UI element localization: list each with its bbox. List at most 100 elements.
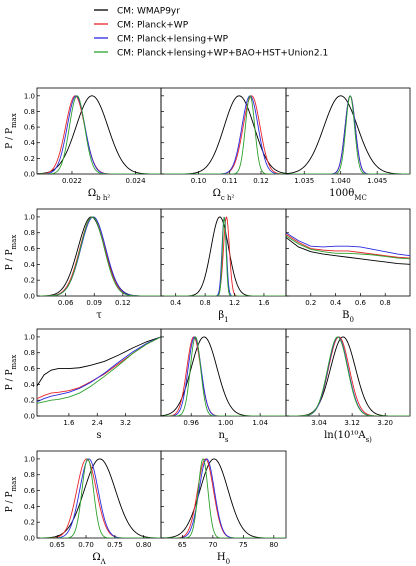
series-line-cm-planck-lensing-wp-bao-hst-union2-1 bbox=[286, 336, 410, 416]
y-tick-label: 0.8 bbox=[24, 108, 35, 116]
x-tick-label: 0.6 bbox=[355, 299, 367, 307]
x-tick-label: 80 bbox=[269, 541, 278, 549]
x-axis-label: s bbox=[96, 430, 101, 441]
series-line-cm-wmap9yr bbox=[37, 458, 161, 538]
series-line-cm-wmap9yr bbox=[161, 458, 286, 538]
x-tick-label: 0.80 bbox=[136, 541, 152, 549]
legend-label-cm-planck-lensing-wp: CM: Planck+lensing+WP bbox=[117, 35, 229, 45]
series-line-cm-wmap9yr bbox=[286, 237, 410, 265]
curves bbox=[286, 95, 410, 174]
x-axis-label: Ωb h² bbox=[88, 188, 111, 202]
series-line-cm-planck-lensing-wp-bao-hst-union2-1 bbox=[161, 458, 286, 538]
y-tick-label: 0.2 bbox=[24, 519, 35, 527]
y-tick-label: 0.6 bbox=[24, 124, 36, 132]
series-line-cm-planck-lensing-wp bbox=[37, 336, 161, 403]
x-tick-label: 0.11 bbox=[222, 177, 238, 185]
series-line-cm-wmap9yr bbox=[37, 336, 161, 387]
x-tick-label: 1.2 bbox=[229, 299, 240, 307]
x-axis-label: β1 bbox=[218, 310, 228, 324]
curves bbox=[161, 458, 286, 538]
panel-6: 0.2 0.4 0.6 0.8 B0 bbox=[285, 208, 411, 324]
y-tick-label: 1.0 bbox=[24, 213, 35, 221]
x-axis-label: B0 bbox=[342, 310, 354, 324]
y-tick-label: 0.0 bbox=[24, 535, 35, 543]
y-tick-label: 1.0 bbox=[24, 92, 35, 100]
x-axis-label: Ωc h² bbox=[213, 188, 235, 202]
x-tick-label: 1.040 bbox=[331, 177, 351, 185]
x-tick-label: 1.6 bbox=[63, 419, 75, 427]
curves bbox=[37, 95, 161, 174]
x-tick-label: 0.022 bbox=[62, 177, 82, 185]
x-tick-label: 1.035 bbox=[294, 177, 314, 185]
x-tick-label: 0.8 bbox=[380, 299, 391, 307]
y-tick-label: 0.2 bbox=[24, 155, 35, 163]
curves bbox=[286, 336, 410, 416]
series-line-cm-wmap9yr bbox=[161, 336, 286, 416]
y-axis-label: P / Pmax bbox=[5, 355, 18, 391]
series-line-cm-planck-lensing-wp bbox=[286, 232, 410, 257]
panel-7: 1.6 2.4 3.2 0.0 0.2 0.4 0.6 0.8 1.0 s P / Pmax bbox=[5, 328, 162, 441]
panel-frame bbox=[36, 208, 162, 297]
y-tick-label: 1.0 bbox=[24, 333, 35, 341]
x-tick-label: 75 bbox=[239, 541, 248, 549]
x-tick-label: 1.00 bbox=[218, 419, 234, 427]
x-tick-label: 3.2 bbox=[120, 419, 131, 427]
y-tick-label: 0.6 bbox=[24, 245, 36, 253]
series-line-cm-planck-lensing-wp-bao-hst-union2-1 bbox=[286, 95, 410, 174]
y-tick-label: 0.2 bbox=[24, 397, 35, 405]
y-axis-label: P / Pmax bbox=[5, 113, 18, 149]
x-tick-label: 0.2 bbox=[305, 299, 316, 307]
x-tick-label: 65 bbox=[178, 541, 187, 549]
series-line-cm-planck-lensing-wp bbox=[37, 95, 161, 174]
x-axis-label: ΩΛ bbox=[92, 552, 106, 566]
panel-9: 3.04 3.12 3.20 ln(10¹⁰As) bbox=[285, 328, 411, 444]
series-line-cm-planck-lensing-wp-bao-hst-union2-1 bbox=[37, 95, 161, 174]
panel-4: 0.06 0.09 0.12 0.0 0.2 0.4 0.6 0.8 1.0 τ P / Pmax bbox=[5, 208, 162, 321]
y-tick-label: 0.4 bbox=[24, 503, 36, 511]
curves bbox=[37, 336, 161, 404]
y-tick-label: 0.2 bbox=[24, 277, 35, 285]
series-line-cm-planck-wp bbox=[161, 95, 286, 174]
panel-8: 0.96 1.00 1.04 ns bbox=[160, 328, 287, 444]
x-tick-label: 3.20 bbox=[377, 419, 393, 427]
y-tick-label: 1.0 bbox=[24, 455, 35, 463]
series-line-cm-planck-wp bbox=[37, 458, 161, 538]
panel-frame bbox=[36, 328, 162, 417]
x-tick-label: 0.96 bbox=[183, 419, 199, 427]
x-axis-label: H0 bbox=[217, 552, 230, 566]
legend-label-cm-planck-lensing-wp-bao-hst-union2-1: CM: Planck+lensing+WP+BAO+HST+Union2.1 bbox=[117, 49, 328, 59]
y-tick-label: 0.8 bbox=[24, 471, 35, 479]
x-tick-label: 0.8 bbox=[200, 299, 211, 307]
series-line-cm-wmap9yr bbox=[286, 336, 410, 416]
legend-label-cm-planck-wp: CM: Planck+WP bbox=[117, 21, 189, 31]
panel-frame bbox=[285, 87, 411, 175]
x-tick-label: 0.12 bbox=[115, 299, 131, 307]
series-line-cm-planck-lensing-wp-bao-hst-union2-1 bbox=[37, 216, 161, 296]
y-tick-label: 0.8 bbox=[24, 349, 35, 357]
x-tick-label: 0.70 bbox=[78, 541, 94, 549]
curves bbox=[161, 216, 286, 296]
panel-2: 0.10 0.11 0.12 Ωc h² bbox=[160, 87, 287, 202]
x-tick-label: 0.12 bbox=[253, 177, 269, 185]
y-tick-label: 0.0 bbox=[24, 293, 35, 301]
curves bbox=[37, 458, 161, 538]
series-line-cm-planck-lensing-wp-bao-hst-union2-1 bbox=[37, 458, 161, 538]
y-tick-label: 0.4 bbox=[24, 139, 36, 147]
series-line-cm-planck-lensing-wp bbox=[161, 95, 286, 174]
x-axis-label: ns bbox=[218, 430, 228, 444]
x-axis-label: ln(10¹⁰As) bbox=[324, 430, 372, 444]
series-line-cm-planck-wp bbox=[161, 336, 286, 416]
y-axis-label: P / Pmax bbox=[5, 477, 18, 513]
x-tick-label: 1.045 bbox=[367, 177, 387, 185]
x-tick-label: 0.4 bbox=[330, 299, 342, 307]
series-line-cm-planck-wp bbox=[286, 336, 410, 416]
x-tick-label: 2.4 bbox=[92, 419, 104, 427]
y-tick-label: 0.4 bbox=[24, 381, 36, 389]
y-tick-label: 0.8 bbox=[24, 229, 35, 237]
panel-frame bbox=[160, 450, 287, 539]
y-tick-label: 0.0 bbox=[24, 413, 35, 421]
series-line-cm-planck-wp bbox=[286, 233, 410, 259]
x-tick-label: 1.04 bbox=[252, 419, 268, 427]
